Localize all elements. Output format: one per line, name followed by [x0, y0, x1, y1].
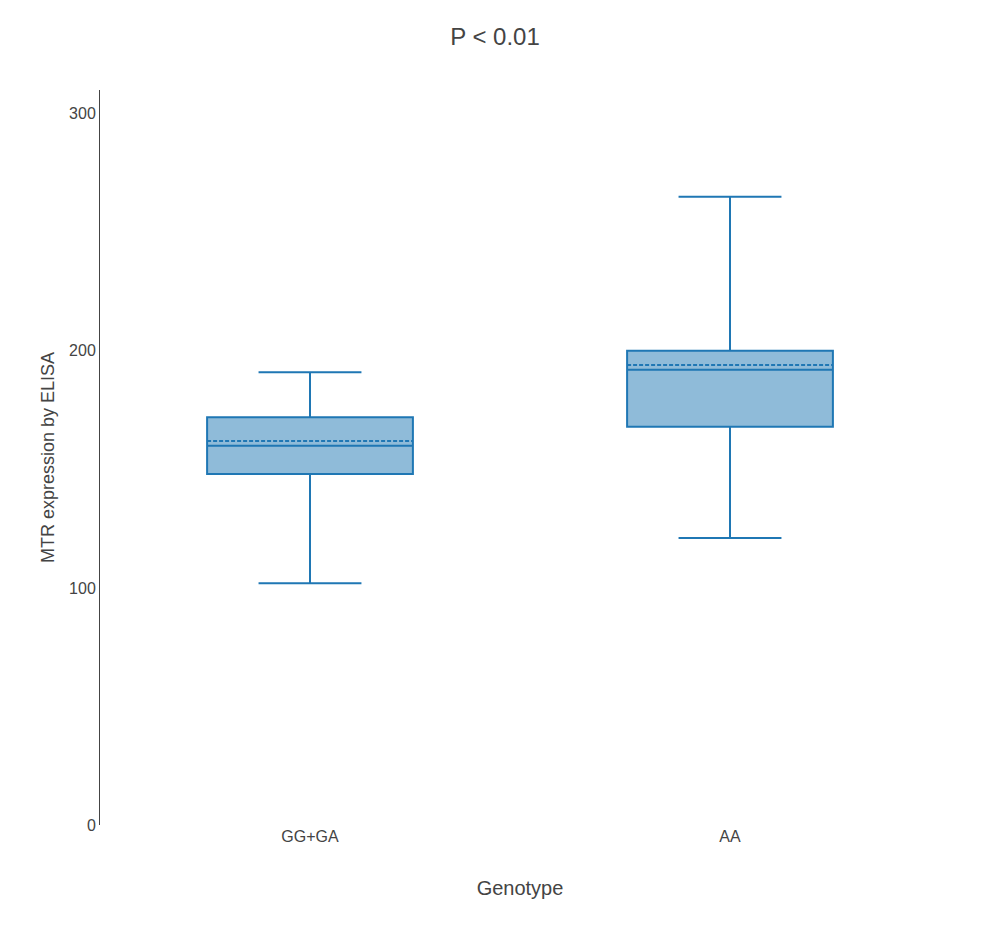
svg-text:Genotype: Genotype [477, 877, 564, 899]
svg-text:P < 0.01: P < 0.01 [450, 23, 540, 50]
svg-text:300: 300 [69, 105, 96, 122]
svg-text:AA: AA [719, 828, 741, 845]
svg-text:MTR expression by ELISA: MTR expression by ELISA [38, 352, 58, 563]
svg-text:GG+GA: GG+GA [281, 828, 339, 845]
svg-text:0: 0 [87, 817, 96, 834]
svg-text:100: 100 [69, 580, 96, 597]
svg-text:200: 200 [69, 342, 96, 359]
